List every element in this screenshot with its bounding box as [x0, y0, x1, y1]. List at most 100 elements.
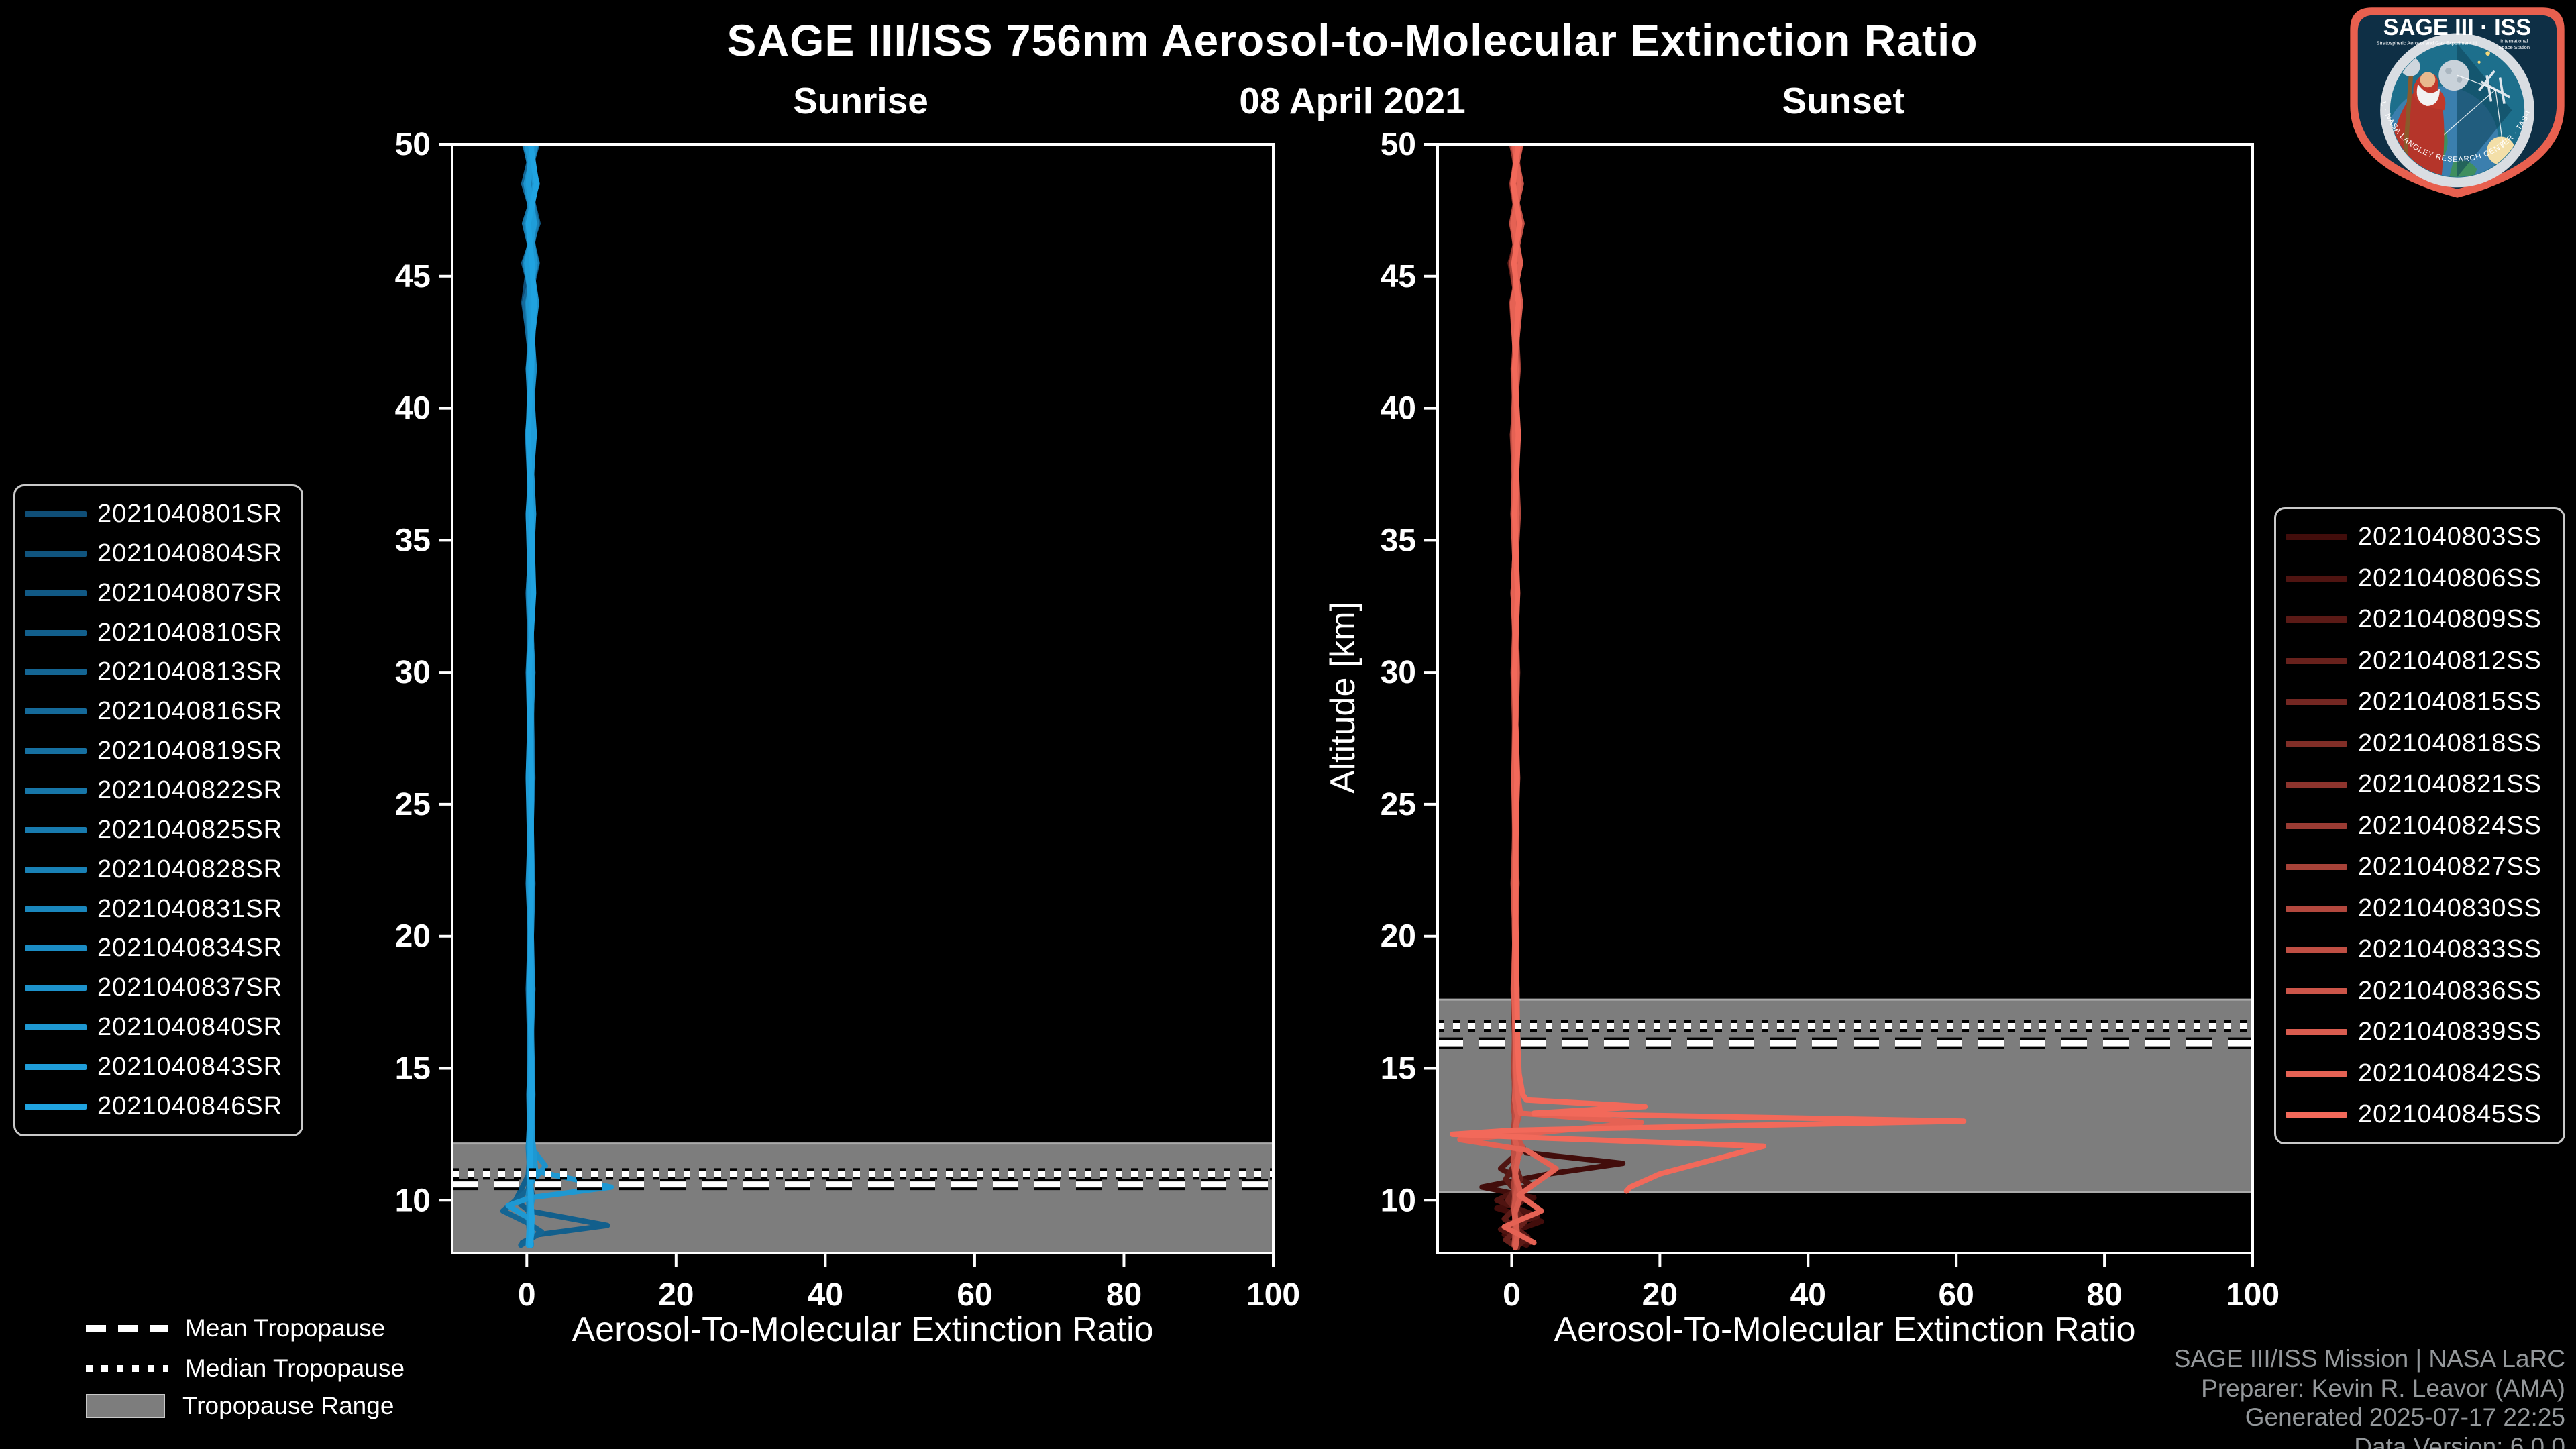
y-tick-label: 50 [1381, 127, 1416, 162]
legend-line-swatch [2286, 616, 2347, 623]
y-tick-label: 40 [1381, 391, 1416, 427]
legend-item: 2021040840SR [25, 1013, 292, 1042]
legend-item: 2021040803SS [2286, 523, 2554, 551]
y-tick-label: 40 [395, 391, 431, 427]
legend-line-swatch [25, 708, 87, 715]
legend-label: 2021040842SS [2358, 1059, 2542, 1087]
attribution-preparer: Preparer: Kevin R. Leavor (AMA) [2201, 1374, 2565, 1402]
axes-frame [1436, 143, 2254, 1254]
attribution-block: SAGE III/ISS Mission | NASA LaRC Prepare… [2174, 1344, 2565, 1449]
legend-line-swatch [25, 669, 87, 676]
x-tick-label: 0 [1503, 1277, 1521, 1313]
legend-label: 2021040807SR [97, 578, 283, 607]
y-tick-label: 25 [395, 787, 431, 822]
legend-item: 2021040836SS [2286, 977, 2554, 1006]
attribution-version: Data Version: 6.0.0 [2354, 1432, 2565, 1449]
legend-item: 2021040822SR [25, 776, 292, 805]
legend-line-swatch [2286, 1029, 2347, 1035]
mission-logo: SAGE III · ISS Stratospheric Aerosol and… [2345, 0, 2568, 200]
legend-line-swatch [25, 590, 87, 596]
legend-item: 2021040839SS [2286, 1018, 2554, 1046]
legend-item: 2021040813SR [25, 657, 292, 686]
legend-label: 2021040830SS [2358, 894, 2542, 922]
legend-label: 2021040837SR [97, 973, 283, 1002]
y-axis-label-sunset: Altitude [km] [1324, 601, 1362, 794]
legend-line-swatch [2286, 1070, 2347, 1077]
y-tick-label: 35 [395, 523, 431, 558]
page-title: SAGE III/ISS 756nm Aerosol-to-Molecular … [727, 15, 1978, 65]
legend-line-swatch [25, 906, 87, 912]
y-tick-label: 30 [1381, 655, 1416, 690]
legend-line-swatch [2286, 699, 2347, 705]
panel-title-sunrise: Sunrise [793, 80, 928, 121]
legend-label: 2021040813SR [97, 657, 283, 686]
legend-item: 2021040827SS [2286, 853, 2554, 881]
logo-title: SAGE III · ISS [2383, 15, 2531, 40]
legend-line-swatch [2286, 864, 2347, 870]
legend-item: 2021040845SS [2286, 1100, 2554, 1129]
tropopause-range-label: Tropopause Range [182, 1392, 394, 1419]
y-tick-label: 15 [395, 1051, 431, 1087]
legend-label: 2021040828SR [97, 855, 283, 883]
logo-subtitle-right1: International [2500, 38, 2528, 44]
y-tick-label: 20 [1381, 919, 1416, 955]
x-tick-label: 60 [957, 1277, 992, 1313]
legend-sunset: 2021040803SS 2021040806SS 2021040809SS 2021… [2274, 507, 2565, 1144]
tropopause-range-band [452, 1143, 1273, 1253]
legend-item-mean-tropopause: Mean Tropopause [86, 1312, 385, 1344]
axes-frame [451, 143, 1275, 1254]
x-tick-label: 100 [1246, 1277, 1300, 1313]
median-tropopause-label: Median Tropopause [185, 1354, 405, 1382]
legend-label: 2021040819SR [97, 737, 283, 765]
legend-line-swatch [25, 985, 87, 991]
x-tick-label: 80 [2086, 1277, 2122, 1313]
x-tick-label: 20 [1642, 1277, 1678, 1313]
legend-item: 2021040833SS [2286, 935, 2554, 964]
y-tick-label: 10 [1381, 1183, 1416, 1218]
legend-line-swatch [25, 826, 87, 833]
legend-item: 2021040828SR [25, 855, 292, 884]
y-tick-label: 15 [1381, 1051, 1416, 1087]
legend-line-swatch [25, 511, 87, 517]
panel-title-sunset: Sunset [1782, 80, 1905, 121]
legend-item: 2021040837SR [25, 973, 292, 1002]
legend-item: 2021040824SS [2286, 812, 2554, 841]
x-axis-label-sunrise: Aerosol-To-Molecular Extinction Ratio [572, 1310, 1154, 1349]
legend-label: 2021040824SS [2358, 811, 2542, 840]
legend-item: 2021040812SS [2286, 647, 2554, 676]
legend-label: 2021040810SR [97, 618, 283, 647]
legend-label: 2021040803SS [2358, 523, 2542, 551]
profile-line-2021040845SS [1450, 144, 1967, 1194]
legend-sunrise: 2021040801SR 2021040804SR 2021040807SR 2021… [13, 484, 303, 1136]
legend-label: 2021040839SS [2358, 1018, 2542, 1046]
legend-line-swatch [25, 629, 87, 636]
legend-label: 2021040821SS [2358, 770, 2542, 798]
sunrise-panel: 0 20 40 60 80 100 10 15 20 25 30 35 40 45 50 [395, 127, 1300, 1313]
legend-item: 2021040831SR [25, 895, 292, 924]
legend-label: 2021040806SS [2358, 564, 2542, 592]
band-swatch [86, 1394, 165, 1418]
date-subtitle: 08 April 2021 [1239, 80, 1466, 121]
legend-line-swatch [2286, 987, 2347, 994]
legend-label: 2021040834SR [97, 934, 283, 963]
legend-item: 2021040834SR [25, 934, 292, 963]
legend-item: 2021040806SS [2286, 564, 2554, 593]
logo-subtitle-left: Stratospheric Aerosol and Gas Experiment… [2376, 40, 2477, 46]
legend-label: 2021040836SS [2358, 976, 2542, 1005]
legend-item: 2021040821SS [2286, 770, 2554, 799]
x-tick-label: 20 [658, 1277, 694, 1313]
legend-label: 2021040815SS [2358, 688, 2542, 716]
legend-label: 2021040822SR [97, 776, 283, 805]
legend-item: 2021040816SR [25, 697, 292, 726]
legend-item-median-tropopause: Median Tropopause [86, 1352, 405, 1385]
legend-item: 2021040846SR [25, 1092, 292, 1121]
legend-label: 2021040816SR [97, 697, 283, 726]
legend-item: 2021040807SR [25, 579, 292, 608]
legend-line-swatch [2286, 822, 2347, 829]
legend-line-swatch [2286, 657, 2347, 664]
dotted-line-swatch [86, 1365, 168, 1372]
legend-item-tropopause-range: Tropopause Range [86, 1390, 394, 1422]
legend-item: 2021040818SS [2286, 729, 2554, 758]
legend-line-swatch [25, 1024, 87, 1031]
sunset-panel: 0 20 40 60 80 100 10 15 20 25 30 35 40 45 50 [1381, 127, 2279, 1313]
